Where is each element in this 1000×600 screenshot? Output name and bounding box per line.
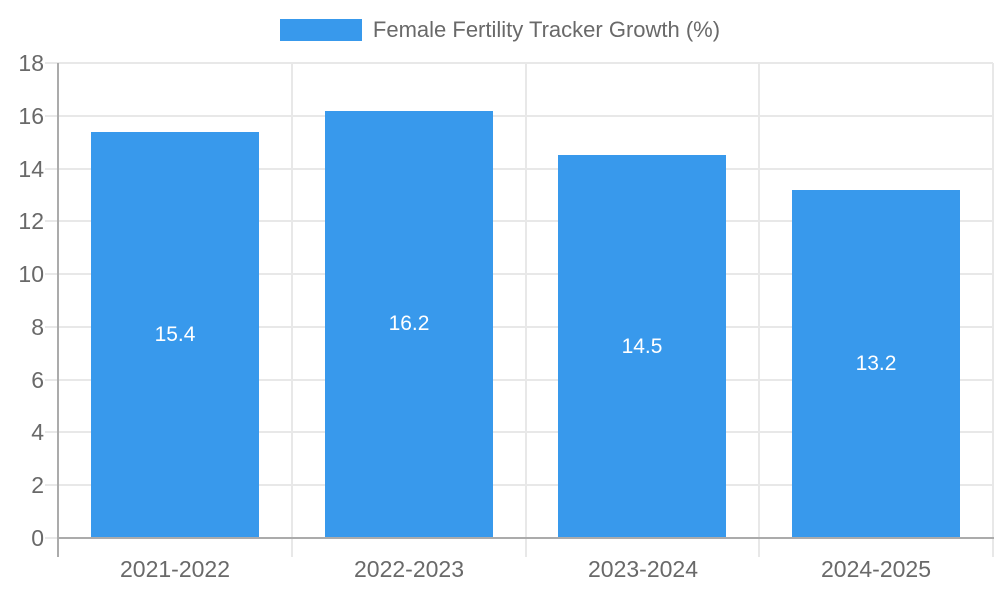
y-axis-tick-label: 2 bbox=[31, 472, 44, 498]
y-tick-mark bbox=[45, 273, 58, 276]
x-tick-mark bbox=[992, 539, 994, 557]
bar-2024-2025[interactable] bbox=[792, 190, 960, 538]
bar-value-label: 16.2 bbox=[388, 312, 430, 335]
bar-2022-2023[interactable] bbox=[325, 111, 493, 538]
y-axis-tick-label: 4 bbox=[31, 419, 44, 445]
y-axis-tick-label: 16 bbox=[18, 103, 44, 129]
y-tick-mark bbox=[45, 484, 58, 487]
y-axis-tick-label: 12 bbox=[18, 208, 44, 234]
y-tick-mark bbox=[45, 325, 58, 328]
y-axis-tick-label: 8 bbox=[31, 314, 44, 340]
x-axis-tick-label: 2021-2022 bbox=[120, 556, 230, 582]
x-gridline bbox=[525, 63, 527, 538]
x-axis-tick-label: 2023-2024 bbox=[588, 556, 698, 582]
x-tick-mark bbox=[291, 539, 293, 557]
bar-value-label: 13.2 bbox=[855, 352, 897, 375]
x-gridline bbox=[992, 63, 994, 538]
bar-2021-2022[interactable] bbox=[91, 132, 259, 538]
x-gridline bbox=[758, 63, 760, 538]
y-tick-mark bbox=[45, 62, 58, 64]
bar-value-label: 14.5 bbox=[621, 335, 663, 358]
x-gridline bbox=[291, 63, 293, 538]
y-axis-line bbox=[57, 63, 59, 557]
y-tick-mark bbox=[45, 220, 58, 223]
y-tick-mark bbox=[45, 431, 58, 434]
chart-legend[interactable]: Female Fertility Tracker Growth (%) bbox=[0, 18, 1000, 42]
legend-swatch bbox=[279, 19, 362, 41]
y-tick-mark bbox=[45, 167, 58, 170]
y-axis-tick-label: 6 bbox=[31, 367, 44, 393]
y-axis-tick-label: 18 bbox=[18, 50, 44, 76]
x-axis-tick-label: 2022-2023 bbox=[354, 556, 464, 582]
x-tick-mark bbox=[525, 539, 527, 557]
x-axis-tick-label: 2024-2025 bbox=[821, 556, 931, 582]
y-tick-mark bbox=[45, 114, 58, 117]
y-axis-tick-label: 0 bbox=[31, 525, 44, 551]
x-axis-line bbox=[58, 537, 994, 539]
bar-2023-2024[interactable] bbox=[558, 155, 726, 538]
x-tick-mark bbox=[758, 539, 760, 557]
y-axis-tick-label: 10 bbox=[18, 261, 44, 287]
bar-value-label: 15.4 bbox=[154, 323, 196, 346]
legend-label: Female Fertility Tracker Growth (%) bbox=[372, 17, 721, 42]
y-tick-mark bbox=[45, 537, 58, 539]
y-tick-mark bbox=[45, 378, 58, 381]
y-axis-tick-label: 14 bbox=[18, 156, 44, 182]
